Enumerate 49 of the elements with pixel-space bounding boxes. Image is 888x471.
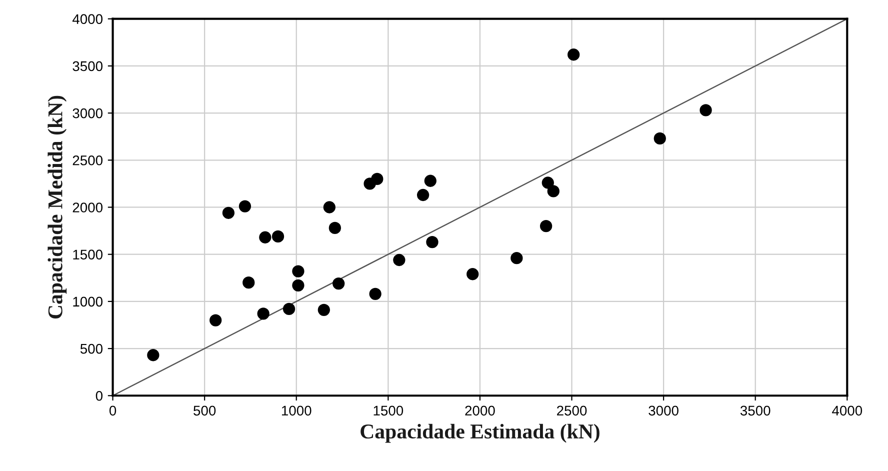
x-tick-label: 0 — [109, 406, 116, 416]
point — [242, 276, 255, 289]
x-tick-label: 3500 — [740, 406, 770, 416]
point — [369, 288, 382, 300]
point — [510, 252, 523, 264]
y-tick-label: 2500 — [72, 155, 103, 166]
x-tick-label: 1500 — [374, 406, 404, 416]
point — [259, 231, 272, 244]
x-tick-label: 500 — [194, 406, 216, 416]
x-tick-label: 1000 — [282, 406, 312, 416]
point — [654, 132, 666, 145]
x-tick-label: 2000 — [465, 406, 495, 416]
x-tick-label: 3000 — [648, 406, 678, 416]
point — [238, 200, 252, 212]
point — [332, 277, 345, 290]
y-axis-title: Capacidade Medida (kN) — [48, 96, 67, 318]
y-tick-label: 0 — [96, 390, 103, 401]
point — [210, 314, 222, 326]
point — [426, 236, 438, 248]
y-tick-label: 1000 — [73, 296, 103, 307]
y-tick-label: 500 — [80, 344, 103, 354]
point — [147, 349, 160, 362]
x-tick-label: 2500 — [557, 406, 587, 416]
point — [424, 174, 436, 187]
point — [292, 265, 304, 278]
point — [547, 185, 560, 198]
y-tick-label: 3500 — [72, 61, 103, 72]
point — [272, 230, 284, 243]
y-tick-label: 2000 — [72, 202, 103, 212]
point — [542, 176, 554, 189]
point — [416, 188, 430, 202]
point — [222, 206, 235, 219]
point — [540, 220, 552, 232]
y-tick-label: 3000 — [72, 108, 103, 118]
point — [292, 279, 304, 292]
point — [282, 302, 296, 316]
point — [257, 308, 270, 320]
x-axis-title: Capacidade Estimada (kN) — [360, 424, 600, 443]
point — [568, 48, 580, 61]
x-tick-label: 4000 — [832, 406, 862, 416]
point — [323, 201, 336, 214]
y-tick-label: 4000 — [72, 14, 103, 24]
point — [393, 254, 406, 266]
y-tick-label: 1500 — [73, 250, 103, 260]
point — [466, 268, 479, 280]
point — [328, 222, 341, 234]
point — [371, 172, 384, 186]
point — [318, 304, 330, 316]
point — [700, 104, 712, 116]
